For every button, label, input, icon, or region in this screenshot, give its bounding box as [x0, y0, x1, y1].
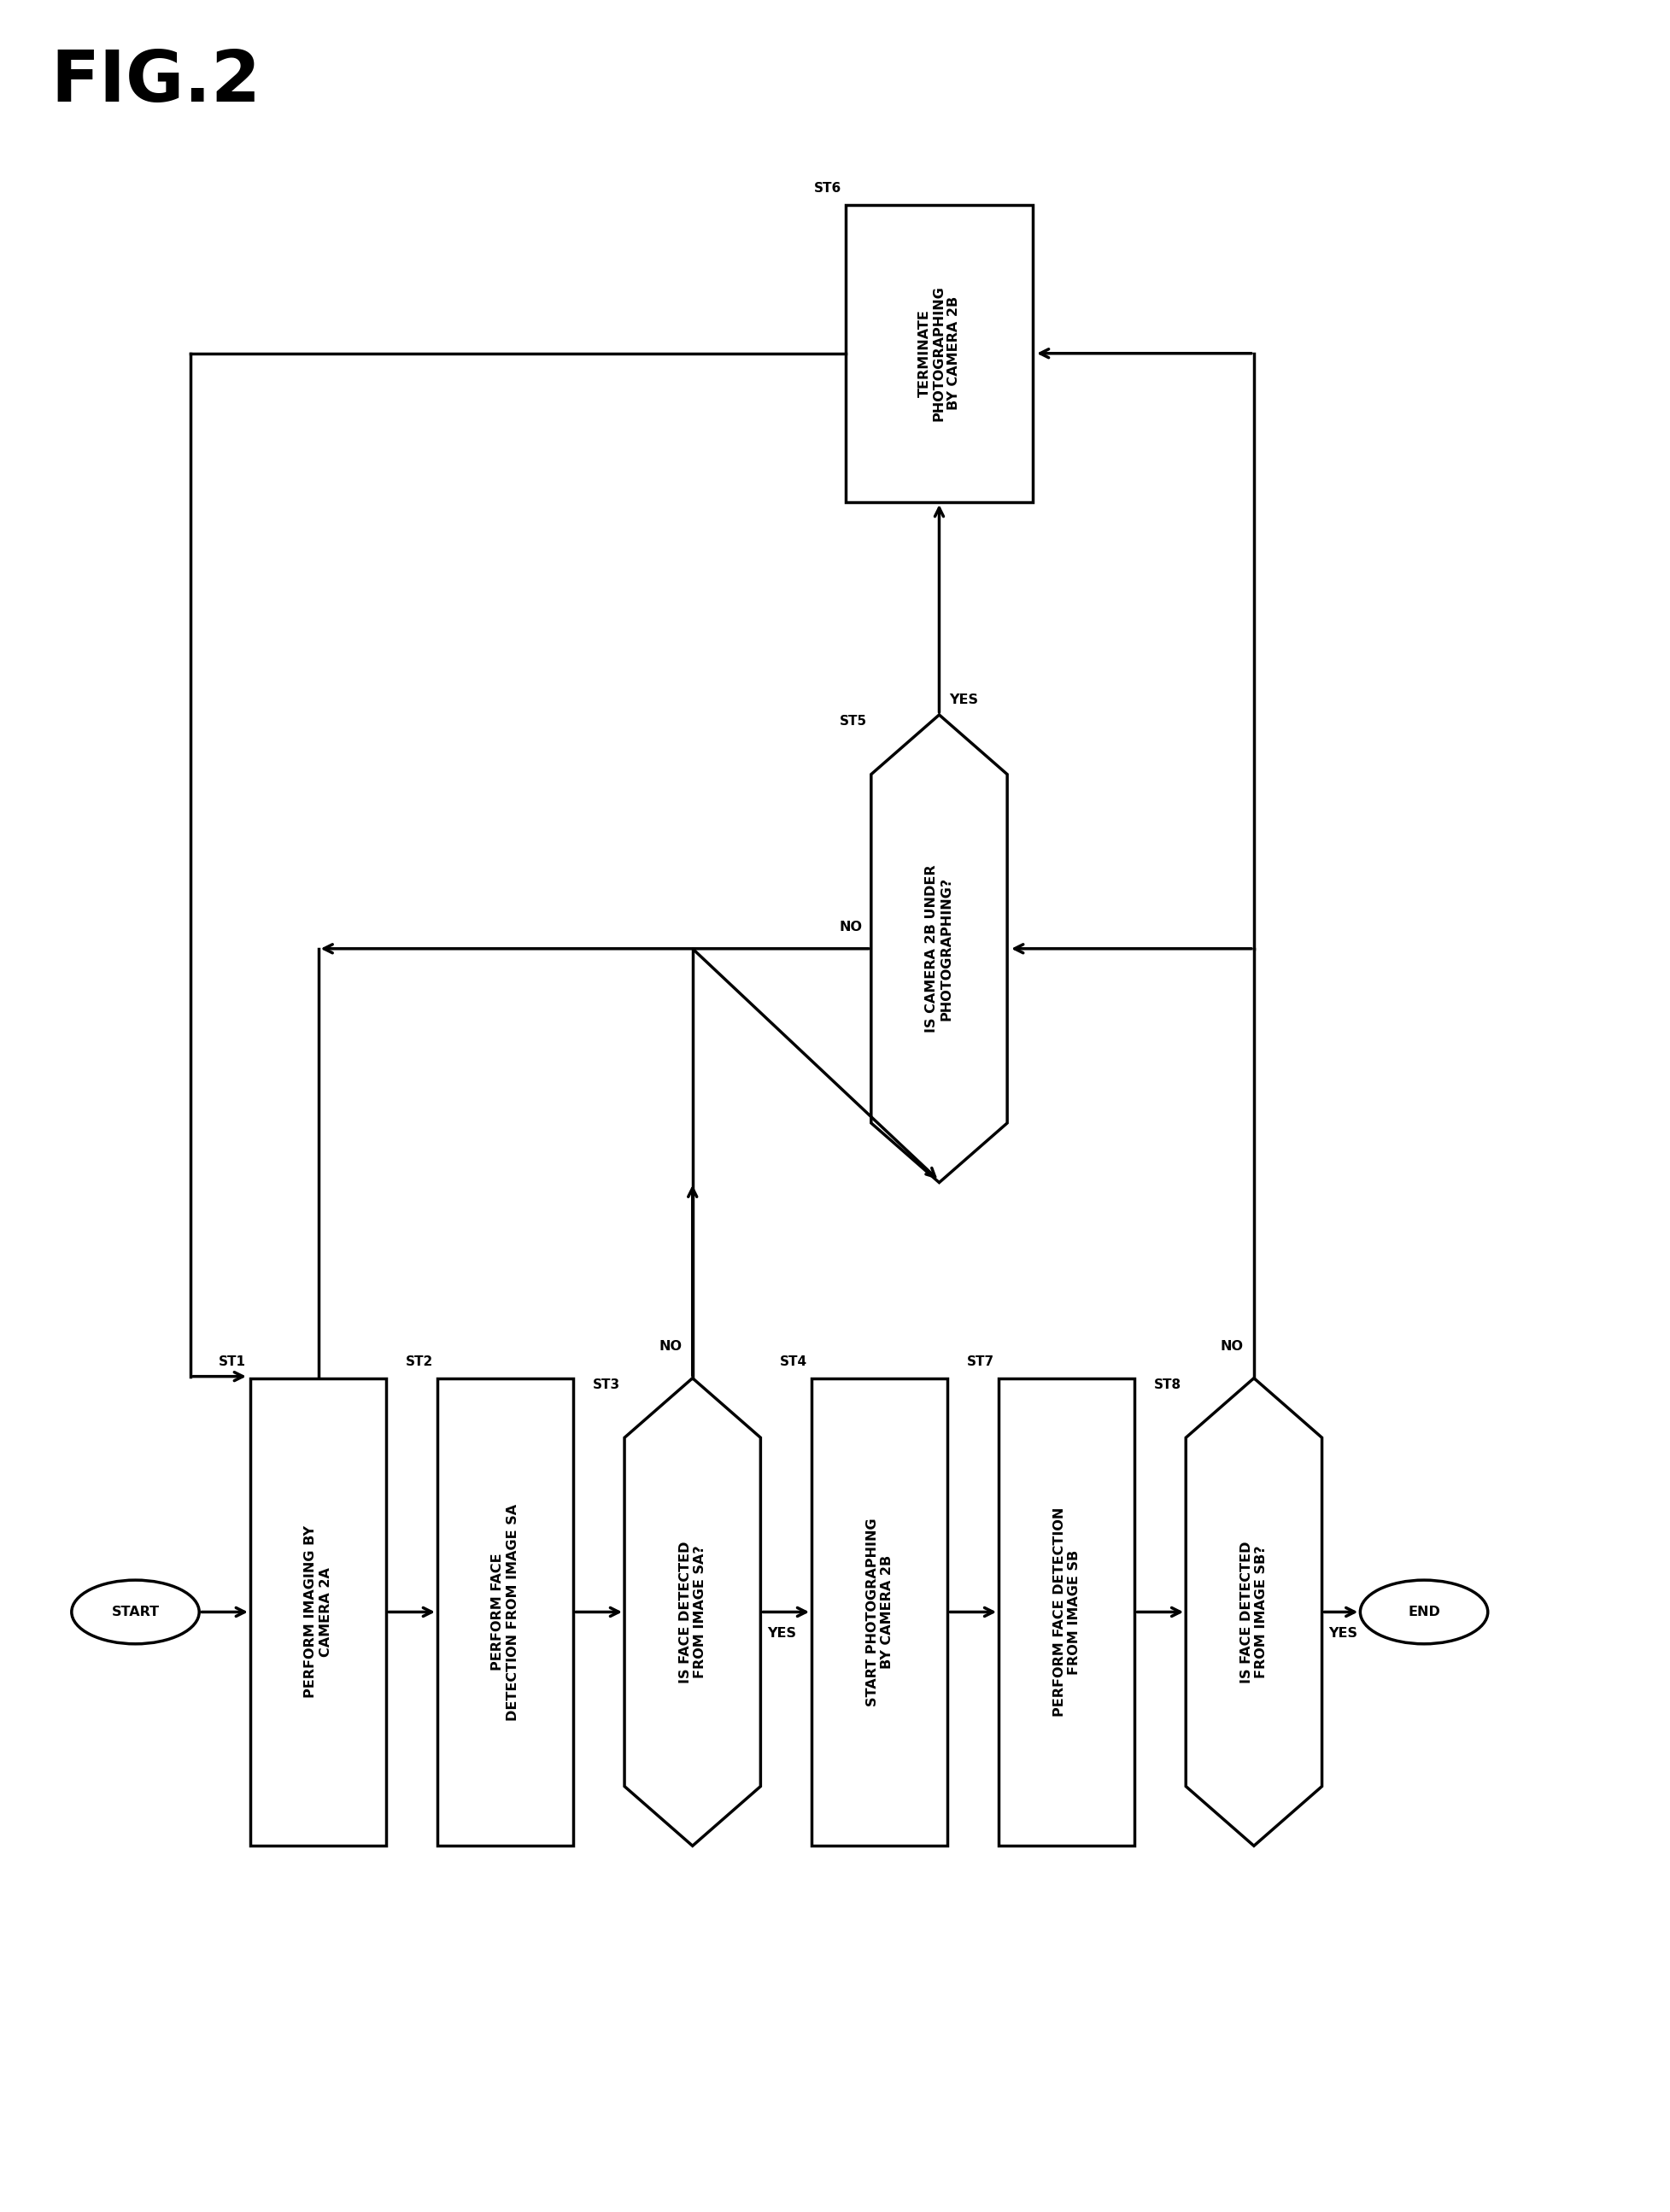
Text: PERFORM IMAGING BY
CAMERA 2A: PERFORM IMAGING BY CAMERA 2A	[304, 1526, 332, 1699]
Text: ST6: ST6	[813, 181, 842, 195]
Text: ST8: ST8	[1154, 1378, 1182, 1391]
Text: ST7: ST7	[967, 1356, 994, 1367]
Text: YES: YES	[950, 695, 979, 706]
Text: IS CAMERA 2B UNDER
PHOTOGRAPHING?: IS CAMERA 2B UNDER PHOTOGRAPHING?	[925, 865, 954, 1033]
Text: NO: NO	[1221, 1340, 1244, 1352]
Text: ST1: ST1	[219, 1356, 245, 1367]
Bar	[845, 204, 1032, 502]
Text: NO: NO	[840, 920, 863, 933]
Text: FIG.2: FIG.2	[50, 46, 261, 117]
Polygon shape	[1186, 1378, 1323, 1845]
Text: START: START	[112, 1606, 159, 1619]
Text: TERMINATE
PHOTOGRAPHING
BY CAMERA 2B: TERMINATE PHOTOGRAPHING BY CAMERA 2B	[918, 285, 960, 420]
Text: ST3: ST3	[593, 1378, 620, 1391]
Text: YES: YES	[1329, 1628, 1358, 1639]
Text: ST4: ST4	[780, 1356, 807, 1367]
Text: IS FACE DETECTED
FROM IMAGE SB?: IS FACE DETECTED FROM IMAGE SB?	[1241, 1542, 1268, 1683]
Text: END: END	[1408, 1606, 1440, 1619]
Text: NO: NO	[660, 1340, 683, 1352]
Bar	[438, 1378, 573, 1845]
Ellipse shape	[72, 1579, 199, 1644]
Bar	[250, 1378, 386, 1845]
Bar	[999, 1378, 1136, 1845]
Text: IS FACE DETECTED
FROM IMAGE SA?: IS FACE DETECTED FROM IMAGE SA?	[678, 1542, 706, 1683]
Text: ST2: ST2	[406, 1356, 433, 1367]
Bar	[812, 1378, 947, 1845]
Text: PERFORM FACE
DETECTION FROM IMAGE SA: PERFORM FACE DETECTION FROM IMAGE SA	[491, 1504, 519, 1721]
Ellipse shape	[1361, 1579, 1488, 1644]
Polygon shape	[872, 714, 1007, 1183]
Text: ST5: ST5	[840, 714, 867, 728]
Text: YES: YES	[768, 1628, 797, 1639]
Polygon shape	[625, 1378, 760, 1845]
Text: START PHOTOGRAPHING
BY CAMERA 2B: START PHOTOGRAPHING BY CAMERA 2B	[865, 1517, 893, 1705]
Text: PERFORM FACE DETECTION
FROM IMAGE SB: PERFORM FACE DETECTION FROM IMAGE SB	[1054, 1506, 1080, 1717]
